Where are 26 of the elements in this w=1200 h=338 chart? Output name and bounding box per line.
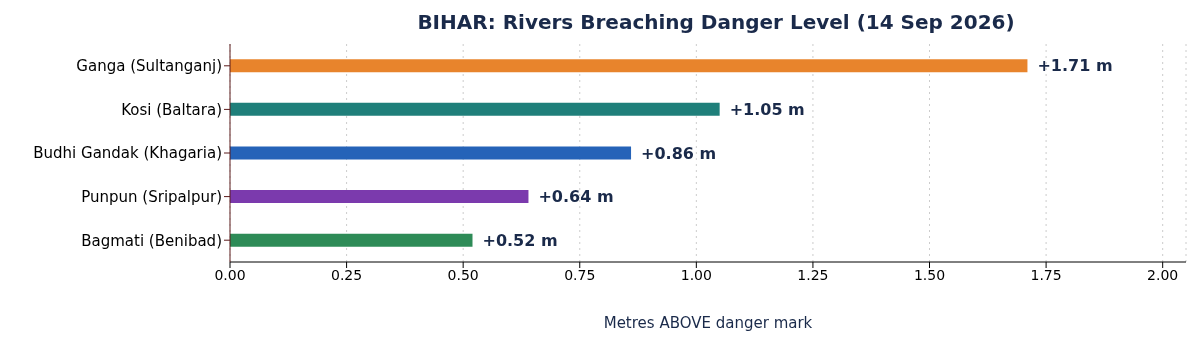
x-tick-label: 1.25: [797, 266, 829, 283]
data-label: +0.86 m: [641, 143, 717, 163]
x-tick-label: 1.00: [680, 266, 712, 283]
y-tick-label: Punpun (Sripalpur): [81, 187, 222, 206]
data-label: +0.64 m: [538, 187, 614, 207]
data-label: +1.05 m: [729, 100, 805, 120]
chart-title: BIHAR: Rivers Breaching Danger Level (14 Sep 2026): [416, 10, 1016, 34]
bar: [230, 59, 1028, 73]
x-tick-label: 1.75: [1030, 266, 1062, 283]
x-tick-label: 0.50: [447, 266, 479, 283]
y-tick-label: Kosi (Baltara): [121, 100, 222, 119]
data-label: +1.71 m: [1037, 56, 1113, 76]
x-axis-title: Metres ABOVE danger mark: [603, 314, 813, 332]
x-tick-label: 0.75: [564, 266, 596, 283]
bar: [230, 190, 529, 204]
x-tick-label: 0.00: [214, 266, 246, 283]
bar: [230, 146, 632, 160]
y-tick-label: Bagmati (Benibad): [81, 231, 222, 250]
x-tick-label: 2.00: [1147, 266, 1179, 283]
x-tick-label: 1.50: [913, 266, 946, 283]
x-tick-label: 0.25: [331, 266, 363, 283]
data-label: +0.52 m: [482, 230, 558, 250]
y-tick-label: Ganga (Sultanganj): [76, 57, 222, 76]
y-tick-label: Budhi Gandak (Khagaria): [33, 144, 222, 163]
bar: [230, 233, 473, 247]
bar: [230, 102, 720, 116]
